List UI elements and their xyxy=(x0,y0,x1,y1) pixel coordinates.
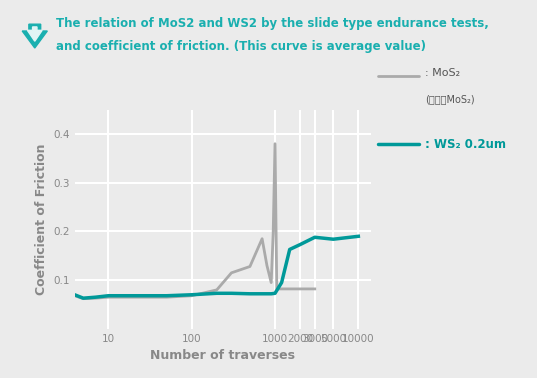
FancyArrow shape xyxy=(22,24,47,48)
FancyArrow shape xyxy=(27,27,42,41)
Text: : WS₂ 0.2um: : WS₂ 0.2um xyxy=(425,138,506,151)
Y-axis label: Coefficient of Friction: Coefficient of Friction xyxy=(35,144,48,295)
Text: : MoS₂: : MoS₂ xyxy=(425,68,460,78)
Text: (米国製MoS₂): (米国製MoS₂) xyxy=(425,94,474,104)
Text: and coefficient of friction. (This curve is average value): and coefficient of friction. (This curve… xyxy=(56,40,426,53)
X-axis label: Number of traverses: Number of traverses xyxy=(150,349,295,362)
Text: The relation of MoS2 and WS2 by the slide type endurance tests,: The relation of MoS2 and WS2 by the slid… xyxy=(56,17,489,30)
